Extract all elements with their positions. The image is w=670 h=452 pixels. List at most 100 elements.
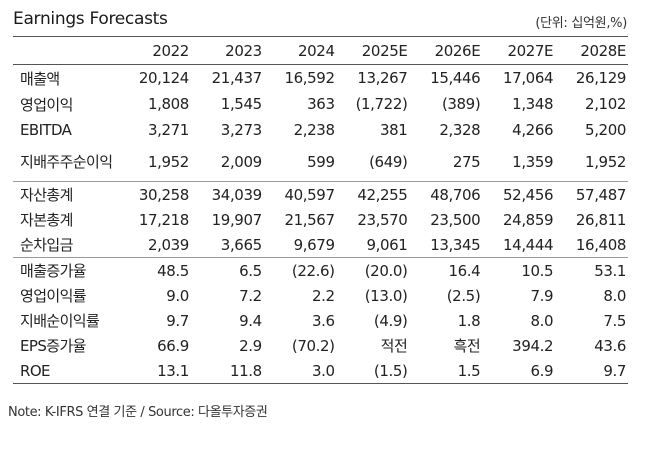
column-header: 2024 <box>263 36 337 65</box>
table-row: 영업이익률 9.0 7.2 2.2 (13.0) (2.5) 7.9 8.0 <box>13 283 628 308</box>
table-cell: 6.5 <box>190 257 264 283</box>
table-cell: 52,456 <box>482 181 556 207</box>
table-row: 지배순이익률 9.7 9.4 3.6 (4.9) 1.8 8.0 7.5 <box>13 308 628 333</box>
row-label: 자본총계 <box>20 211 73 229</box>
table-row: EPS증가율 66.9 2.9 (70.2) 적전 흑전 394.2 43.6 <box>13 333 628 358</box>
table-cell: 2,328 <box>439 121 481 139</box>
table-cell: 9.7 <box>555 358 628 384</box>
table-cell: 2.2 <box>311 286 335 305</box>
column-header: 2022 <box>118 36 191 65</box>
unit-note: (단위: 십억원,%) <box>535 16 627 31</box>
table-title: Earnings Forecasts <box>13 9 168 29</box>
table-cell: 381 <box>380 121 408 139</box>
table-cell: 66.9 <box>157 336 189 355</box>
table-cell: 8.0 <box>603 286 626 305</box>
ratio-group: 매출증가율 48.5 6.5 (22.6) (20.0) 16.4 10.5 5… <box>13 257 628 384</box>
column-header: 2023 <box>190 36 264 65</box>
table-row: 자산총계 30,258 34,039 40,597 42,255 48,706 … <box>13 181 628 207</box>
table-cell: 21,437 <box>211 69 262 87</box>
table-cell: 24,859 <box>503 210 554 229</box>
table-cell: 394.2 <box>512 336 554 355</box>
table-cell: 1,808 <box>147 95 189 113</box>
table-cell: (20.0) <box>336 257 410 283</box>
row-label: 순차입금 <box>20 236 73 254</box>
table-row: ROE 13.1 11.8 3.0 (1.5) 1.5 6.9 9.7 <box>13 358 628 384</box>
table-cell: 16,408 <box>575 235 626 254</box>
table-cell: 9,679 <box>293 235 335 254</box>
table-cell: 7.5 <box>603 311 626 330</box>
row-label: 매출증가율 <box>13 257 119 283</box>
table-cell: 14,444 <box>503 235 554 254</box>
table-cell: (1.5) <box>336 358 410 384</box>
table-cell: 48.5 <box>118 257 191 283</box>
table-cell: 40,597 <box>263 181 337 207</box>
table-cell: 53.1 <box>555 257 628 283</box>
table-cell: 3,273 <box>220 121 262 139</box>
table-header-bar: Earnings Forecasts (단위: 십억원,%) <box>13 8 627 34</box>
table-cell: 48,706 <box>409 181 483 207</box>
table-cell: (649) <box>369 153 408 171</box>
table-cell: 599 <box>307 153 335 171</box>
table-cell: 11.8 <box>190 358 264 384</box>
table-cell: 2,039 <box>147 235 189 254</box>
table-cell: 13.1 <box>118 358 191 384</box>
column-header: 2028E <box>555 36 628 65</box>
table-cell: 흑전 <box>453 337 481 355</box>
table-cell: 2,009 <box>220 153 262 171</box>
table-cell: 1,545 <box>220 95 262 113</box>
table-cell: (4.9) <box>373 311 408 330</box>
table-row: 자본총계 17,218 19,907 21,567 23,570 23,500 … <box>13 207 628 232</box>
table-cell: 363 <box>307 95 335 113</box>
row-label: EPS증가율 <box>20 337 86 355</box>
table-row: 영업이익 1,808 1,545 363 (1,722) (389) 1,348… <box>13 91 628 117</box>
table-cell: 17,218 <box>138 210 189 229</box>
table-cell: 13,267 <box>357 69 408 87</box>
table-cell: 30,258 <box>118 181 191 207</box>
table-cell: 26,129 <box>575 69 626 87</box>
table-cell: 5,200 <box>585 121 626 139</box>
table-cell: 9.7 <box>166 311 189 330</box>
table-cell: 1.8 <box>457 311 481 330</box>
table-cell: (389) <box>441 95 481 113</box>
table-row: 매출증가율 48.5 6.5 (22.6) (20.0) 16.4 10.5 5… <box>13 257 628 283</box>
table-cell: (70.2) <box>291 336 335 355</box>
table-cell: 16.4 <box>409 257 483 283</box>
table-cell: 1,952 <box>147 153 189 171</box>
table-cell: 3.6 <box>311 311 335 330</box>
column-header: 2025E <box>336 36 410 65</box>
table-cell: (2.5) <box>446 286 481 305</box>
row-label: 매출액 <box>20 69 60 88</box>
table-row: 매출액 20,124 21,437 16,592 13,267 15,446 1… <box>13 65 628 92</box>
column-header-row: 2022 2023 2024 2025E 2026E 2027E 2028E <box>13 36 628 65</box>
balance-group: 자산총계 30,258 34,039 40,597 42,255 48,706 … <box>13 181 628 258</box>
table-cell: 1,359 <box>512 153 554 171</box>
table-cell: 275 <box>452 153 481 171</box>
row-label: ROE <box>13 358 119 384</box>
table-cell: (1,722) <box>355 95 408 113</box>
table-cell: 23,570 <box>357 210 408 229</box>
table-cell: 3,271 <box>147 121 189 139</box>
table-cell: 9.4 <box>239 311 262 330</box>
table-cell: 1,348 <box>512 95 554 113</box>
column-header <box>13 36 119 65</box>
row-label: 지배주주순이익 <box>20 153 113 171</box>
table-cell: 6.9 <box>482 358 556 384</box>
column-header: 2027E <box>482 36 556 65</box>
earnings-forecast-table: 2022 2023 2024 2025E 2026E 2027E 2028E 매… <box>13 36 628 384</box>
table-cell: (13.0) <box>364 286 408 305</box>
table-cell: 34,039 <box>190 181 264 207</box>
table-cell: 43.6 <box>594 336 626 355</box>
table-row: 지배주주순이익 1,952 2,009 599 (649) 275 1,359 … <box>13 143 628 182</box>
table-cell: 19,907 <box>211 210 262 229</box>
column-header: 2026E <box>409 36 483 65</box>
table-cell: 57,487 <box>555 181 628 207</box>
table-cell: 2,238 <box>293 121 335 139</box>
income-group: 매출액 20,124 21,437 16,592 13,267 15,446 1… <box>13 65 628 182</box>
table-cell: 21,567 <box>284 210 335 229</box>
table-cell: 20,124 <box>138 69 189 87</box>
table-cell: 23,500 <box>430 210 481 229</box>
table-cell: 10.5 <box>482 257 556 283</box>
table-cell: 2.9 <box>239 336 262 355</box>
table-cell: 15,446 <box>430 69 481 87</box>
row-label: 영업이익 <box>20 95 73 114</box>
